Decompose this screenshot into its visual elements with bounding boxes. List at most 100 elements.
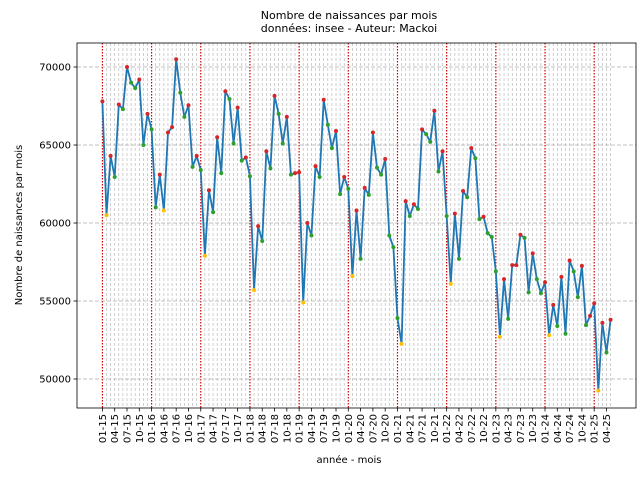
data-point xyxy=(124,65,129,70)
data-point xyxy=(370,130,375,135)
data-point xyxy=(202,253,207,258)
x-tick-label: 04-21 xyxy=(405,414,416,443)
data-point xyxy=(543,280,548,285)
data-point xyxy=(559,274,564,279)
data-point xyxy=(321,97,326,102)
data-point xyxy=(358,256,363,261)
data-point xyxy=(182,114,187,119)
data-point xyxy=(276,111,281,116)
data-point xyxy=(206,188,211,193)
plot-area: 50000 55000 60000 65000 70000 01-15 04-15 07-15… xyxy=(39,43,636,443)
data-point xyxy=(120,107,125,112)
data-point xyxy=(190,164,195,169)
x-tick-label: 10-23 xyxy=(528,414,539,443)
data-point xyxy=(194,153,199,158)
x-tick-label: 07-17 xyxy=(221,414,232,443)
data-point xyxy=(104,213,109,218)
data-point xyxy=(161,208,166,213)
data-point xyxy=(588,313,593,318)
data-point xyxy=(366,192,371,197)
x-tick-label: 07-22 xyxy=(467,414,478,443)
data-point xyxy=(293,171,298,176)
data-point xyxy=(280,141,285,146)
data-point xyxy=(420,127,425,132)
data-point xyxy=(579,263,584,268)
data-point xyxy=(219,171,224,176)
data-point xyxy=(223,89,228,94)
x-tick-label: 01-15 xyxy=(98,414,109,443)
x-tick-label: 01-17 xyxy=(196,414,207,443)
data-point xyxy=(329,146,334,151)
data-point xyxy=(243,155,248,160)
data-point xyxy=(141,143,146,148)
data-point xyxy=(362,185,367,190)
data-point xyxy=(592,301,597,306)
x-tick-label: 07-21 xyxy=(418,414,429,443)
x-tick-label: 04-23 xyxy=(504,414,515,443)
data-point xyxy=(567,258,572,263)
data-point xyxy=(100,99,105,104)
data-point xyxy=(530,251,535,256)
data-point xyxy=(510,263,515,268)
data-point xyxy=(493,269,498,274)
x-axis-label: année - mois xyxy=(317,454,382,466)
data-point xyxy=(522,235,527,240)
x-tick-label: 01-24 xyxy=(541,414,552,443)
x-tick-label: 07-23 xyxy=(516,414,527,443)
y-tick-label: 60000 xyxy=(39,219,71,230)
x-tick-label: 01-21 xyxy=(393,414,404,443)
data-point xyxy=(247,174,252,179)
data-point xyxy=(301,300,306,305)
data-point xyxy=(383,157,388,162)
data-point xyxy=(481,214,486,219)
data-point xyxy=(534,277,539,282)
data-point xyxy=(395,316,400,321)
data-point xyxy=(108,153,113,158)
y-tick-label: 55000 xyxy=(39,296,71,307)
data-point xyxy=(436,169,441,174)
data-point xyxy=(252,288,257,293)
data-point xyxy=(313,164,318,169)
data-point xyxy=(346,186,351,191)
data-point xyxy=(129,80,134,85)
data-point xyxy=(600,320,605,325)
chart-title: Nombre de naissances par mois xyxy=(261,9,438,22)
data-point xyxy=(260,238,265,243)
data-point xyxy=(264,149,269,154)
x-tick-label: 01-22 xyxy=(442,414,453,443)
data-point xyxy=(555,323,560,328)
x-tick-label: 07-18 xyxy=(270,414,281,443)
x-tick-label: 04-22 xyxy=(454,414,465,443)
data-point xyxy=(448,281,453,286)
x-tick-label: 07-16 xyxy=(172,414,183,443)
data-point xyxy=(477,217,482,222)
data-point xyxy=(547,333,552,338)
x-tick-label: 10-19 xyxy=(332,414,343,443)
x-tick-label: 10-15 xyxy=(135,414,146,443)
data-point xyxy=(518,232,523,237)
y-tick-label: 65000 xyxy=(39,141,71,152)
data-point xyxy=(444,213,449,218)
y-tick-label: 70000 xyxy=(39,63,71,74)
data-point xyxy=(604,350,609,355)
x-tick-label: 01-20 xyxy=(344,414,355,443)
x-tick-label: 01-16 xyxy=(147,414,158,443)
data-point xyxy=(584,323,589,328)
data-point xyxy=(485,231,490,236)
x-tick-label: 07-24 xyxy=(565,414,576,443)
x-tick-label: 04-24 xyxy=(553,414,564,443)
x-tick-label: 10-17 xyxy=(233,414,244,443)
data-point xyxy=(268,166,273,171)
data-point xyxy=(415,206,420,211)
data-point xyxy=(309,233,314,238)
data-point xyxy=(514,263,519,268)
x-tick-label: 04-20 xyxy=(356,414,367,443)
data-point xyxy=(575,295,580,300)
data-point xyxy=(174,57,179,62)
data-point xyxy=(338,192,343,197)
x-tick-label: 10-20 xyxy=(381,414,392,443)
data-point xyxy=(399,341,404,346)
data-point xyxy=(288,172,293,177)
x-tick-label: 10-22 xyxy=(479,414,490,443)
data-point xyxy=(526,290,531,295)
